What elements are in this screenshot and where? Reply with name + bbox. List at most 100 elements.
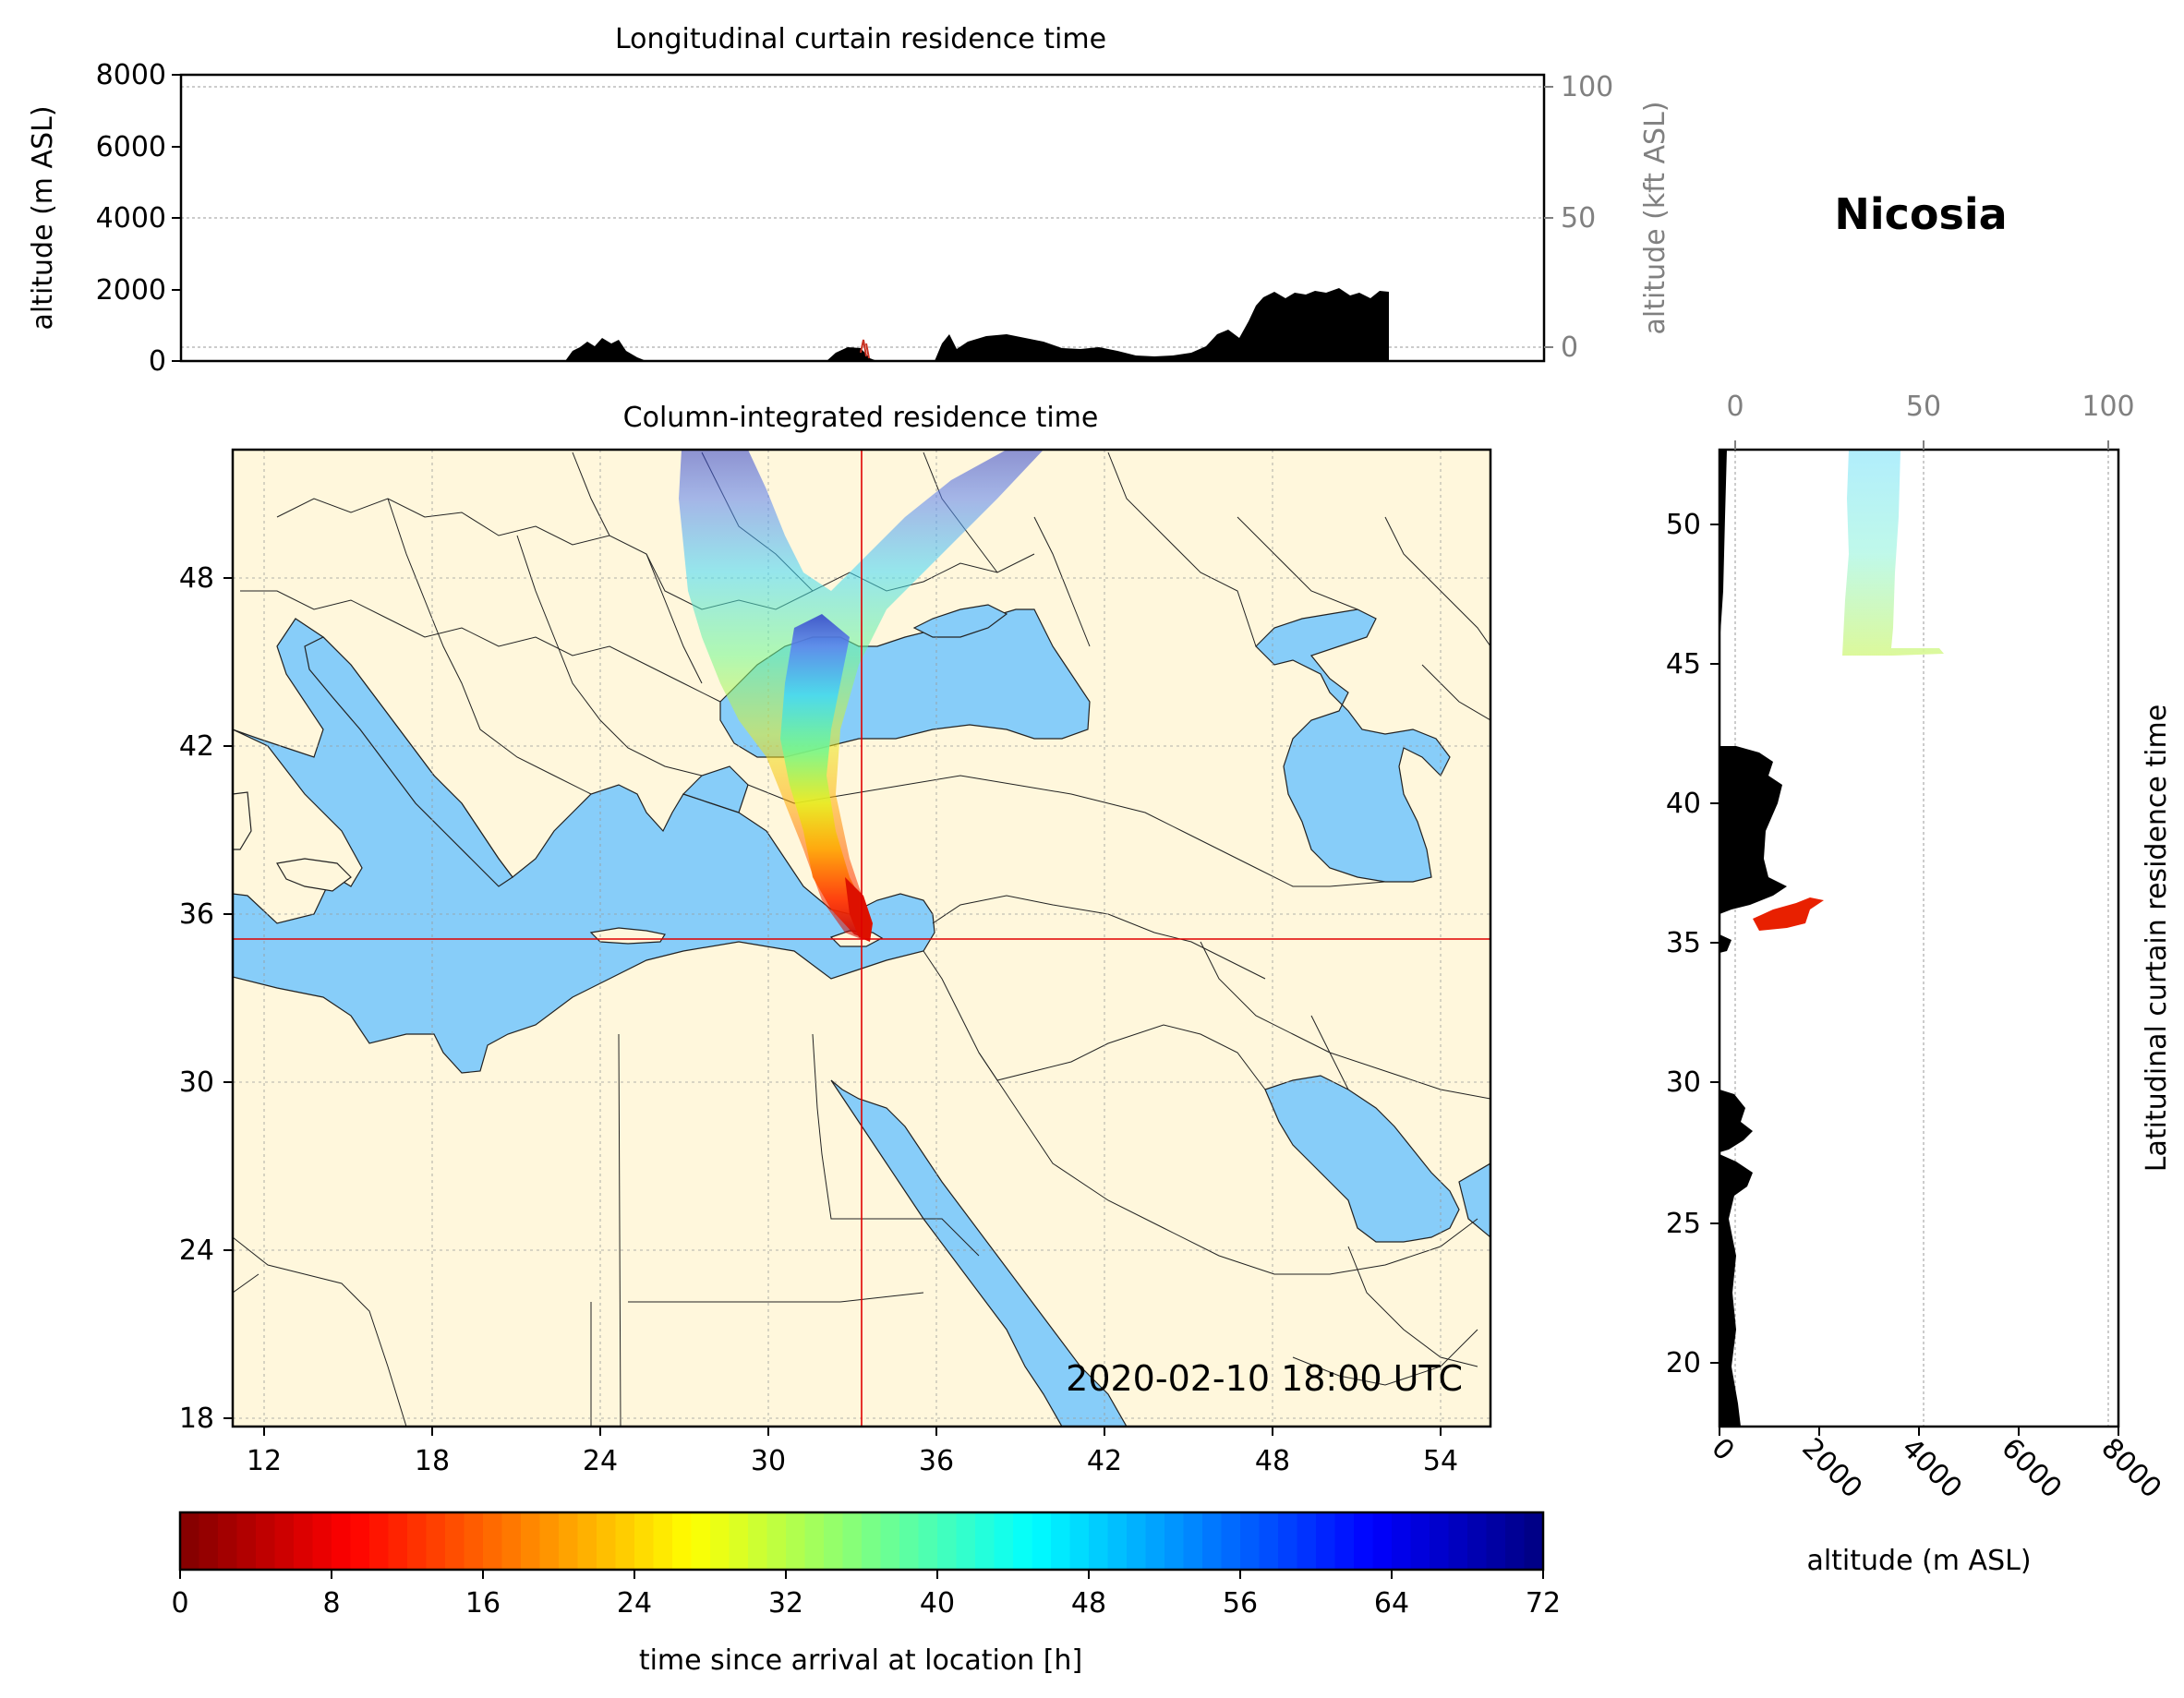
colorbar-segments — [180, 1512, 1544, 1570]
colorbar-segment — [804, 1512, 825, 1570]
map-ytick: 48 — [179, 562, 214, 595]
colorbar-segment — [218, 1512, 238, 1570]
colorbar-segment — [1354, 1512, 1374, 1570]
colorbar-tick-label: 24 — [617, 1587, 652, 1620]
location-name: Nicosia — [1834, 189, 2007, 239]
latitudinal-plume-far — [1842, 450, 1944, 656]
colorbar-tick-label: 40 — [920, 1587, 955, 1620]
colorbar-segment — [1505, 1512, 1526, 1570]
latitudinal-ytick: 50 — [1666, 509, 1701, 541]
map-title: Column-integrated residence time — [623, 402, 1099, 434]
colorbar-segment — [350, 1512, 370, 1570]
latitudinal-area — [1719, 450, 1944, 1427]
map-ytick: 42 — [179, 730, 214, 763]
colorbar-tick-label: 8 — [322, 1587, 340, 1620]
longitudinal-ytick-right: 50 — [1561, 202, 1596, 235]
map-yaxis: 18 24 30 36 42 48 — [179, 562, 233, 1435]
latitudinal-frame — [1718, 448, 2120, 1428]
colorbar-segment — [1334, 1512, 1355, 1570]
colorbar-segment — [426, 1512, 446, 1570]
map-ytick: 24 — [179, 1234, 214, 1267]
map-area: 2020-02-10 18:00 UTC — [233, 450, 1490, 1427]
colorbar-segment — [501, 1512, 522, 1570]
colorbar-tick-label: 48 — [1071, 1587, 1106, 1620]
latitudinal-xtick-top: 50 — [1906, 391, 1941, 423]
longitudinal-ytick: 8000 — [96, 59, 166, 91]
colorbar-segment — [577, 1512, 597, 1570]
colorbar-segment — [445, 1512, 465, 1570]
map-gridlines — [233, 450, 1490, 1427]
sea-azov — [912, 604, 1008, 638]
island-sardinia — [233, 791, 252, 850]
colorbar-tick-label: 72 — [1526, 1587, 1561, 1620]
colorbar-segment — [1410, 1512, 1430, 1570]
colorbar-frame — [178, 1511, 1545, 1572]
sea-adriatic — [304, 636, 513, 887]
longitudinal-ytick: 0 — [149, 345, 166, 378]
colorbar-segment — [539, 1512, 560, 1570]
colorbar-segment — [1183, 1512, 1203, 1570]
map-xtick: 36 — [919, 1445, 954, 1477]
colorbar-segment — [994, 1512, 1014, 1570]
latitudinal-panel: 0 50 100 20 25 30 35 40 45 50 — [1666, 391, 2173, 1577]
map-borders — [233, 452, 1490, 1427]
colorbar-tick-label: 0 — [171, 1587, 188, 1620]
colorbar-segment — [748, 1512, 768, 1570]
longitudinal-ytick: 6000 — [96, 131, 166, 163]
latitudinal-ytick: 45 — [1666, 648, 1701, 680]
colorbar-segment — [1259, 1512, 1279, 1570]
colorbar-segment — [1107, 1512, 1128, 1570]
longitudinal-ylabel-right: altitude (kft ASL) — [1639, 101, 1671, 334]
colorbar-segment — [1221, 1512, 1241, 1570]
sea-persian-gulf — [1264, 1075, 1460, 1243]
colorbar-segment — [1372, 1512, 1393, 1570]
colorbar-segment — [559, 1512, 579, 1570]
colorbar-tick-label: 16 — [465, 1587, 501, 1620]
colorbar-segment — [956, 1512, 976, 1570]
colorbar-segment — [1051, 1512, 1071, 1570]
colorbar-segment — [824, 1512, 844, 1570]
colorbar-segment — [842, 1512, 863, 1570]
colorbar-ticks: 0 8 16 24 32 40 48 56 64 72 — [171, 1570, 1561, 1620]
longitudinal-right-axis: 0 50 100 — [1544, 71, 1613, 364]
colorbar-segment — [256, 1512, 276, 1570]
colorbar-segment — [1486, 1512, 1506, 1570]
colorbar-segment — [1240, 1512, 1261, 1570]
longitudinal-panel: Longitudinal curtain residence time 0 20… — [27, 23, 1671, 378]
colorbar-segment — [918, 1512, 938, 1570]
colorbar-segment — [862, 1512, 882, 1570]
colorbar-segment — [1202, 1512, 1223, 1570]
colorbar-segment — [672, 1512, 693, 1570]
latitudinal-xtick-top: 100 — [2081, 391, 2134, 423]
map-timestamp: 2020-02-10 18:00 UTC — [1066, 1358, 1463, 1399]
colorbar-segment — [1127, 1512, 1147, 1570]
colorbar-segment — [521, 1512, 541, 1570]
colorbar-segment — [274, 1512, 295, 1570]
colorbar-segment — [937, 1512, 958, 1570]
map-xtick: 30 — [751, 1445, 786, 1477]
map-ytick: 36 — [179, 898, 214, 931]
colorbar-segment — [1297, 1512, 1317, 1570]
colorbar-segment — [634, 1512, 655, 1570]
latitudinal-xtick: 4000 — [1895, 1432, 1968, 1505]
longitudinal-ytick: 4000 — [96, 202, 166, 235]
map-xaxis: 12 18 24 30 36 42 48 54 — [247, 1427, 1458, 1477]
plume-core — [780, 614, 870, 940]
latitudinal-xtick: 8000 — [2094, 1432, 2167, 1505]
colorbar-segment — [1145, 1512, 1165, 1570]
latitudinal-ytick: 20 — [1666, 1347, 1701, 1379]
map-xtick: 24 — [583, 1445, 618, 1477]
colorbar-segment — [597, 1512, 617, 1570]
colorbar-segment — [180, 1512, 200, 1570]
colorbar-segment — [464, 1512, 484, 1570]
plume-outer — [679, 450, 1044, 940]
map-xtick: 42 — [1087, 1445, 1122, 1477]
longitudinal-ytick: 2000 — [96, 274, 166, 307]
longitudinal-ytick-right: 100 — [1561, 71, 1613, 103]
colorbar-segment — [1448, 1512, 1468, 1570]
colorbar-segment — [766, 1512, 787, 1570]
colorbar-label: time since arrival at location [h] — [639, 1644, 1082, 1677]
longitudinal-plume-trace — [860, 339, 870, 359]
colorbar-segment — [1069, 1512, 1090, 1570]
